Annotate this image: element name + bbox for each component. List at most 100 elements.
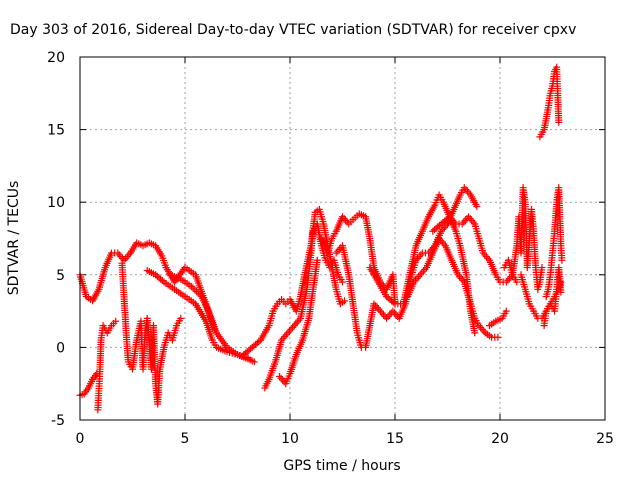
data-point	[189, 284, 197, 292]
data-marks	[76, 63, 566, 414]
data-point	[558, 256, 566, 264]
data-point	[284, 329, 292, 337]
x-tick-label: 10	[281, 431, 299, 447]
data-point	[417, 251, 425, 259]
data-point	[482, 253, 490, 261]
data-point	[502, 307, 510, 315]
data-point	[504, 276, 512, 284]
data-point	[480, 327, 488, 335]
data-point	[158, 277, 166, 285]
data-point	[115, 251, 123, 259]
series-satellite-track-M	[366, 191, 521, 308]
data-point	[339, 278, 346, 286]
data-point	[494, 333, 502, 341]
series-satellite-track-B	[76, 370, 101, 399]
data-point	[282, 331, 290, 339]
data-point	[413, 274, 421, 282]
data-point	[122, 254, 130, 262]
series-satellite-track-Q	[500, 184, 546, 293]
plot-frame	[79, 56, 606, 421]
data-point	[466, 215, 474, 223]
data-point	[386, 311, 394, 319]
data-point	[335, 245, 343, 253]
data-point	[513, 278, 521, 286]
data-point	[460, 218, 468, 226]
x-tick-label: 20	[491, 431, 509, 447]
data-point	[281, 333, 289, 341]
data-point	[468, 216, 476, 224]
x-tick-label: 5	[181, 431, 190, 447]
y-tick-label: 10	[47, 195, 65, 211]
x-axis-label: GPS time / hours	[283, 458, 400, 474]
data-point	[478, 325, 486, 333]
series-satellite-track-T	[542, 184, 566, 301]
data-point	[378, 309, 386, 317]
series-satellite-track-O	[429, 213, 479, 337]
data-point	[458, 220, 466, 228]
data-point	[415, 273, 423, 281]
data-point	[383, 314, 391, 322]
data-point	[112, 317, 120, 325]
data-point	[313, 256, 321, 264]
y-tick-label: 20	[47, 50, 65, 66]
data-point	[502, 278, 510, 286]
series-satellite-track-N	[404, 235, 502, 341]
series-satellite-track-F	[162, 264, 258, 366]
data-point	[376, 307, 384, 315]
data-point	[538, 264, 546, 272]
y-axis-label: SDTVAR / TECUs	[6, 181, 22, 296]
data-point	[123, 253, 131, 261]
x-tick-label: 15	[386, 431, 404, 447]
data-point	[471, 329, 479, 337]
y-tick-label: 0	[56, 340, 65, 356]
data-point	[390, 309, 398, 317]
data-point	[334, 247, 342, 255]
y-tick-label: 5	[56, 268, 65, 284]
data-point	[461, 216, 469, 224]
tick-labels: 0 5 10 15 20 25 -5 0 5 10 15 20	[47, 50, 614, 447]
series-satellite-track-A	[76, 239, 170, 305]
data-point	[418, 269, 426, 277]
y-tick-label: -5	[51, 413, 65, 429]
grid	[80, 57, 605, 420]
data-point	[384, 313, 392, 321]
data-point	[289, 323, 297, 331]
data-point	[505, 274, 513, 282]
series-satellite-track-G	[166, 271, 218, 334]
x-tick-label: 0	[76, 431, 85, 447]
data-point	[557, 288, 565, 296]
series-satellite-track-U	[540, 264, 565, 330]
data-point	[287, 325, 295, 333]
data-point	[276, 372, 283, 380]
data-point	[255, 338, 263, 346]
series-satellite-track-D	[118, 259, 185, 408]
data-point	[457, 274, 465, 282]
data-point	[285, 327, 293, 335]
series-satellite-track-H	[240, 205, 349, 359]
data-point	[293, 318, 301, 326]
data-point	[341, 297, 349, 305]
data-point	[210, 326, 218, 334]
data-point	[473, 203, 481, 211]
data-point	[465, 213, 472, 221]
x-tick-label: 25	[596, 431, 614, 447]
data-point	[114, 249, 122, 257]
data-point	[177, 314, 185, 322]
data-point	[332, 249, 340, 257]
data-point	[279, 376, 287, 384]
series-satellite-track-P	[486, 307, 510, 330]
data-point	[419, 267, 427, 275]
series-satellite-track-L	[332, 184, 481, 351]
series-satellite-track-I	[261, 220, 346, 392]
data-point	[389, 298, 397, 306]
data-point	[290, 322, 298, 330]
data-point	[292, 320, 300, 328]
data-point	[463, 187, 471, 195]
series-satellite-track-C	[94, 317, 120, 414]
data-point	[117, 253, 125, 261]
chart-title: Day 303 of 2016, Sidereal Day-to-day VTE…	[10, 22, 576, 38]
series-satellite-track-J	[276, 256, 321, 388]
series-satellite-track-S	[536, 63, 563, 141]
data-point	[555, 118, 563, 126]
